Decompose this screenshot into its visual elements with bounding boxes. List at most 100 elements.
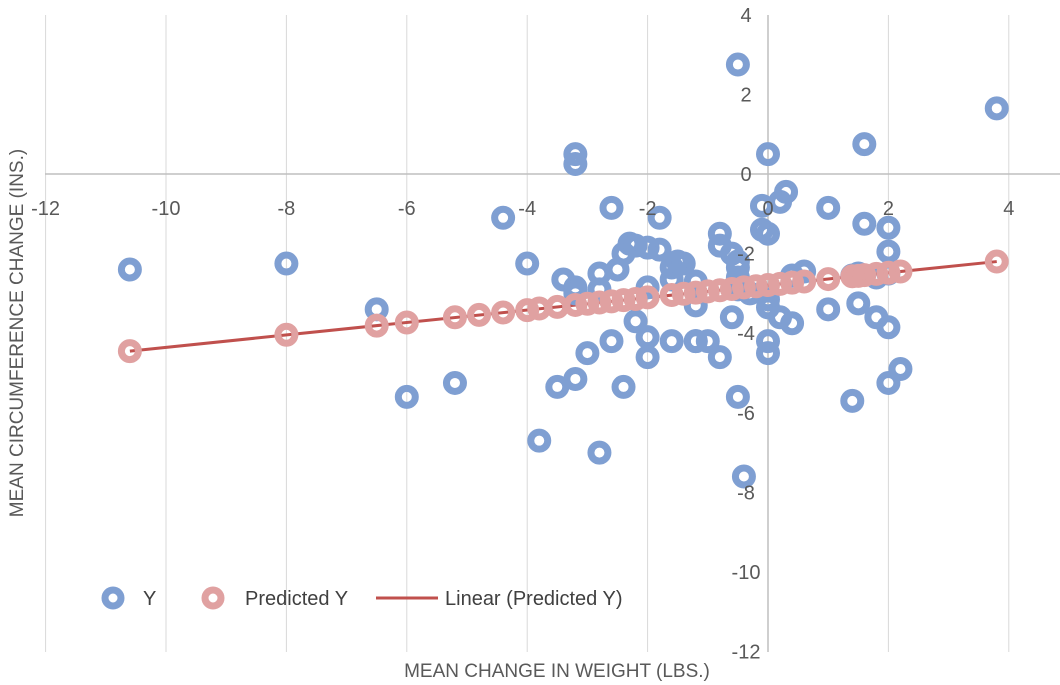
series-y-points (117, 52, 1009, 489)
tick-labels: -12 -10 -8 -6 -4 -2 0 2 4 -12 -10 -8 -6 -4 -2 0 2 4 (31, 5, 1014, 664)
data-point-y (647, 237, 672, 262)
data-point-predicted (756, 273, 780, 298)
legend-label-trendline: Linear (Predicted Y) (445, 588, 623, 610)
data-point-y (725, 255, 750, 280)
data-point-y (816, 297, 841, 322)
data-point-predicted (984, 249, 1009, 274)
data-point-predicted (274, 322, 299, 347)
data-point-predicted (117, 339, 142, 364)
data-point-y (984, 96, 1009, 121)
data-point-predicted (442, 305, 467, 330)
legend-item-trendline: Linear (Predicted Y) (376, 588, 623, 610)
data-point-y (774, 179, 799, 204)
data-point-y (563, 142, 588, 167)
legend-marker-y (101, 586, 125, 610)
data-point-y (725, 384, 750, 409)
gridlines (45, 15, 1010, 652)
data-point-y (515, 251, 540, 276)
data-point-y (587, 277, 612, 302)
data-point-y (527, 428, 552, 453)
data-point-y (725, 52, 750, 77)
data-point-y (394, 384, 419, 409)
x-tick-label: 4 (1003, 198, 1014, 220)
data-point-y (756, 221, 780, 246)
y-tick-label: -12 (732, 642, 761, 664)
data-point-predicted (743, 274, 768, 299)
x-tick-label: -4 (518, 198, 536, 220)
y-tick-label: -10 (732, 562, 761, 584)
data-point-y (888, 357, 913, 382)
data-point-y (852, 211, 877, 236)
x-axis-title: MEAN CHANGE IN WEIGHT (LBS.) (404, 661, 710, 682)
data-point-predicted (364, 313, 389, 338)
data-point-y (683, 329, 708, 354)
data-point-y (852, 132, 877, 157)
data-point-y (707, 345, 732, 370)
data-point-y (491, 205, 516, 230)
data-point-y (635, 275, 660, 300)
x-tick-label: 0 (762, 198, 773, 220)
data-point-predicted (768, 271, 793, 296)
data-point-y (780, 311, 805, 336)
x-tick-label: 2 (883, 198, 894, 220)
data-point-predicted (515, 298, 540, 323)
data-point-predicted (491, 300, 516, 325)
x-tick-label: -10 (152, 198, 181, 220)
y-tick-label: 0 (740, 164, 751, 186)
x-tick-label: -2 (639, 198, 657, 220)
data-point-predicted (852, 263, 877, 288)
data-point-predicted (888, 259, 913, 284)
data-point-y (442, 370, 467, 395)
data-point-y (816, 195, 841, 220)
data-point-y (683, 293, 708, 318)
data-point-y (671, 251, 696, 276)
legend-item-y: Y (101, 586, 156, 610)
data-point-predicted (719, 277, 744, 302)
data-point-predicted (731, 275, 756, 300)
y-axis-title: MEAN CIRCUMFERENCE CHANGE (INS.) (7, 149, 28, 517)
data-point-predicted (575, 291, 600, 316)
data-point-y (117, 257, 142, 282)
data-point-y (623, 309, 648, 334)
data-point-y (563, 366, 588, 391)
data-point-predicted (695, 279, 720, 304)
data-point-predicted (394, 310, 419, 335)
data-point-y (756, 341, 780, 366)
data-point-y (623, 233, 648, 258)
data-point-y (840, 388, 865, 413)
data-point-predicted (792, 269, 817, 294)
data-point-predicted (707, 278, 732, 303)
data-point-y (731, 464, 756, 489)
data-point-y (876, 239, 901, 264)
legend-label-y: Y (143, 588, 156, 610)
data-point-y (575, 341, 600, 366)
data-point-y (274, 251, 299, 276)
data-point-y (635, 235, 660, 260)
data-point-predicted (635, 285, 660, 310)
data-point-predicted (659, 282, 684, 307)
data-point-y (545, 374, 570, 399)
data-point-y (876, 215, 901, 240)
data-point-predicted (876, 260, 901, 285)
x-tick-label: -8 (278, 198, 296, 220)
y-tick-label: -6 (737, 403, 755, 425)
data-point-y (876, 315, 901, 340)
data-point-y (635, 345, 660, 370)
y-tick-label: 2 (740, 84, 751, 106)
data-point-y (719, 305, 744, 330)
data-point-y (599, 329, 624, 354)
y-tick-label: -8 (737, 482, 755, 504)
data-point-predicted (611, 288, 636, 313)
data-point-predicted (623, 286, 648, 311)
legend-item-predicted: Predicted Y (201, 586, 348, 610)
data-point-y (659, 329, 684, 354)
data-point-y (587, 440, 612, 465)
data-point-y (756, 142, 780, 167)
data-point-predicted (780, 270, 805, 295)
axes (45, 15, 1060, 652)
y-tick-label: -2 (737, 244, 755, 266)
data-point-y (695, 329, 720, 354)
y-tick-label: -4 (737, 323, 755, 345)
legend: Y Predicted Y Linear (Predicted Y) (101, 586, 623, 610)
